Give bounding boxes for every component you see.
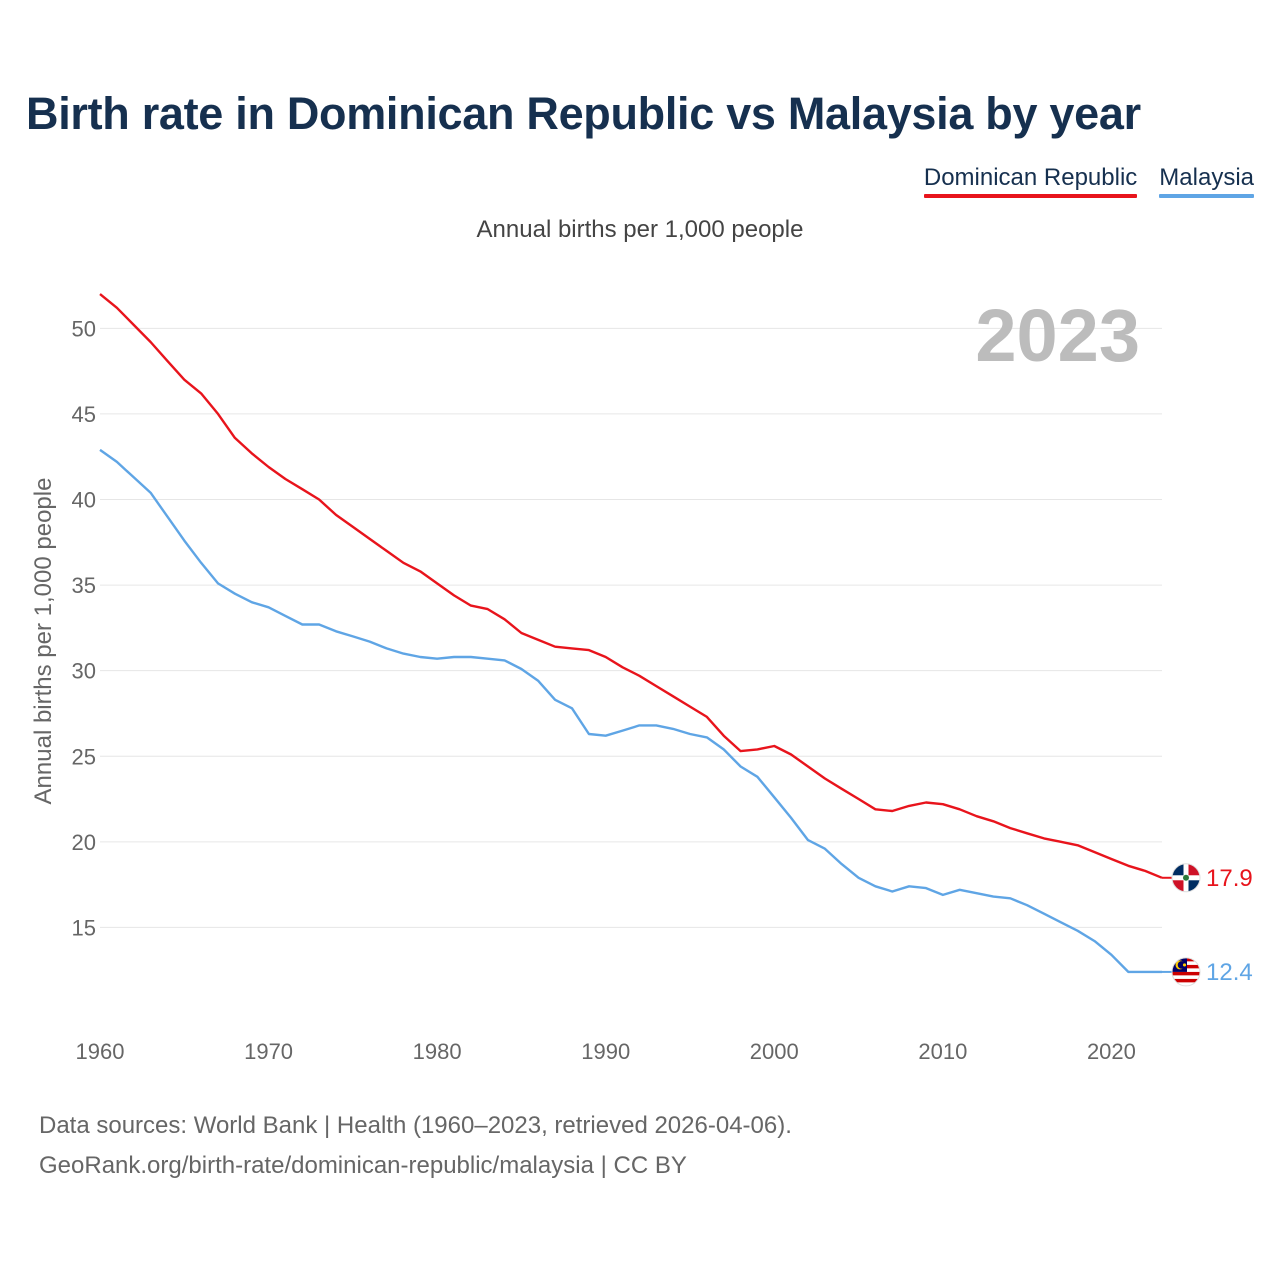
source-note: Data sources: World Bank | Health (1960–…	[39, 1112, 792, 1139]
legend-label: Malaysia	[1159, 164, 1254, 191]
legend-swatch	[1159, 194, 1254, 198]
flag-stripe	[1172, 978, 1200, 983]
series-line-dominican-republic	[99, 293, 1163, 879]
y-tick-label: 15	[72, 915, 96, 940]
x-tick-label: 1980	[413, 1039, 462, 1064]
current-year-label: 2023	[975, 294, 1140, 377]
series-line-malaysia	[99, 448, 1162, 974]
end-value-label: 12.4	[1206, 959, 1253, 986]
flag-stripe	[1172, 975, 1200, 979]
legend-item-dominican-republic[interactable]: Dominican Republic	[923, 164, 1138, 200]
y-tick-label: 45	[72, 402, 96, 427]
y-tick-label: 25	[72, 744, 96, 769]
y-tick-label: 40	[72, 488, 96, 513]
end-value-label: 17.9	[1206, 865, 1253, 892]
flag-border	[1171, 863, 1201, 893]
dominican-republic-flag-icon	[1171, 863, 1201, 893]
x-tick-label: 2000	[750, 1039, 799, 1064]
y-tick-label: 30	[72, 659, 96, 684]
malaysia-flag-icon	[1171, 957, 1201, 987]
legend-label: Dominican Republic	[923, 164, 1138, 191]
footer: Data sources: World Bank | Health (1960–…	[39, 1106, 792, 1186]
x-tick-label: 2020	[1087, 1039, 1136, 1064]
x-axis: 1960 1970 1980 1990 2000 2010 2020	[76, 1039, 1136, 1064]
flag-crescent-cut	[1177, 961, 1186, 969]
flag-fill	[1172, 957, 1200, 986]
y-tick-label: 20	[72, 830, 96, 855]
flag-border	[1171, 957, 1201, 987]
y-axis-label: Annual births per 1,000 people	[30, 478, 57, 805]
x-tick-label: 1970	[244, 1039, 293, 1064]
gridlines	[100, 327, 1162, 928]
chart-subtitle: Annual births per 1,000 people	[476, 216, 804, 243]
flag-stripe	[1172, 982, 1200, 986]
line-chart: 2023 15 20 25 30 35 40 45 50 1960 1970 1980 1990 20…	[30, 293, 1253, 1064]
series	[99, 293, 1163, 974]
flag-emblem	[1183, 874, 1189, 881]
legend: Dominican Republic Malaysia	[923, 164, 1254, 200]
flag-stripe	[1172, 971, 1200, 976]
legend-item-malaysia[interactable]: Malaysia	[1159, 164, 1254, 200]
source-link[interactable]: GeoRank.org/birth-rate/dominican-republi…	[39, 1152, 687, 1179]
x-tick-label: 2010	[918, 1039, 967, 1064]
x-tick-label: 1990	[581, 1039, 630, 1064]
y-axis: 15 20 25 30 35 40 45 50	[72, 316, 96, 940]
legend-swatch	[923, 194, 1138, 198]
end-markers: 17.9 12.4	[1162, 863, 1253, 987]
y-tick-label: 50	[72, 316, 96, 341]
y-tick-label: 35	[72, 573, 96, 598]
chart-title: Birth rate in Dominican Republic vs Mala…	[26, 88, 1141, 139]
x-tick-label: 1960	[76, 1039, 125, 1064]
flag-star	[1182, 963, 1187, 967]
